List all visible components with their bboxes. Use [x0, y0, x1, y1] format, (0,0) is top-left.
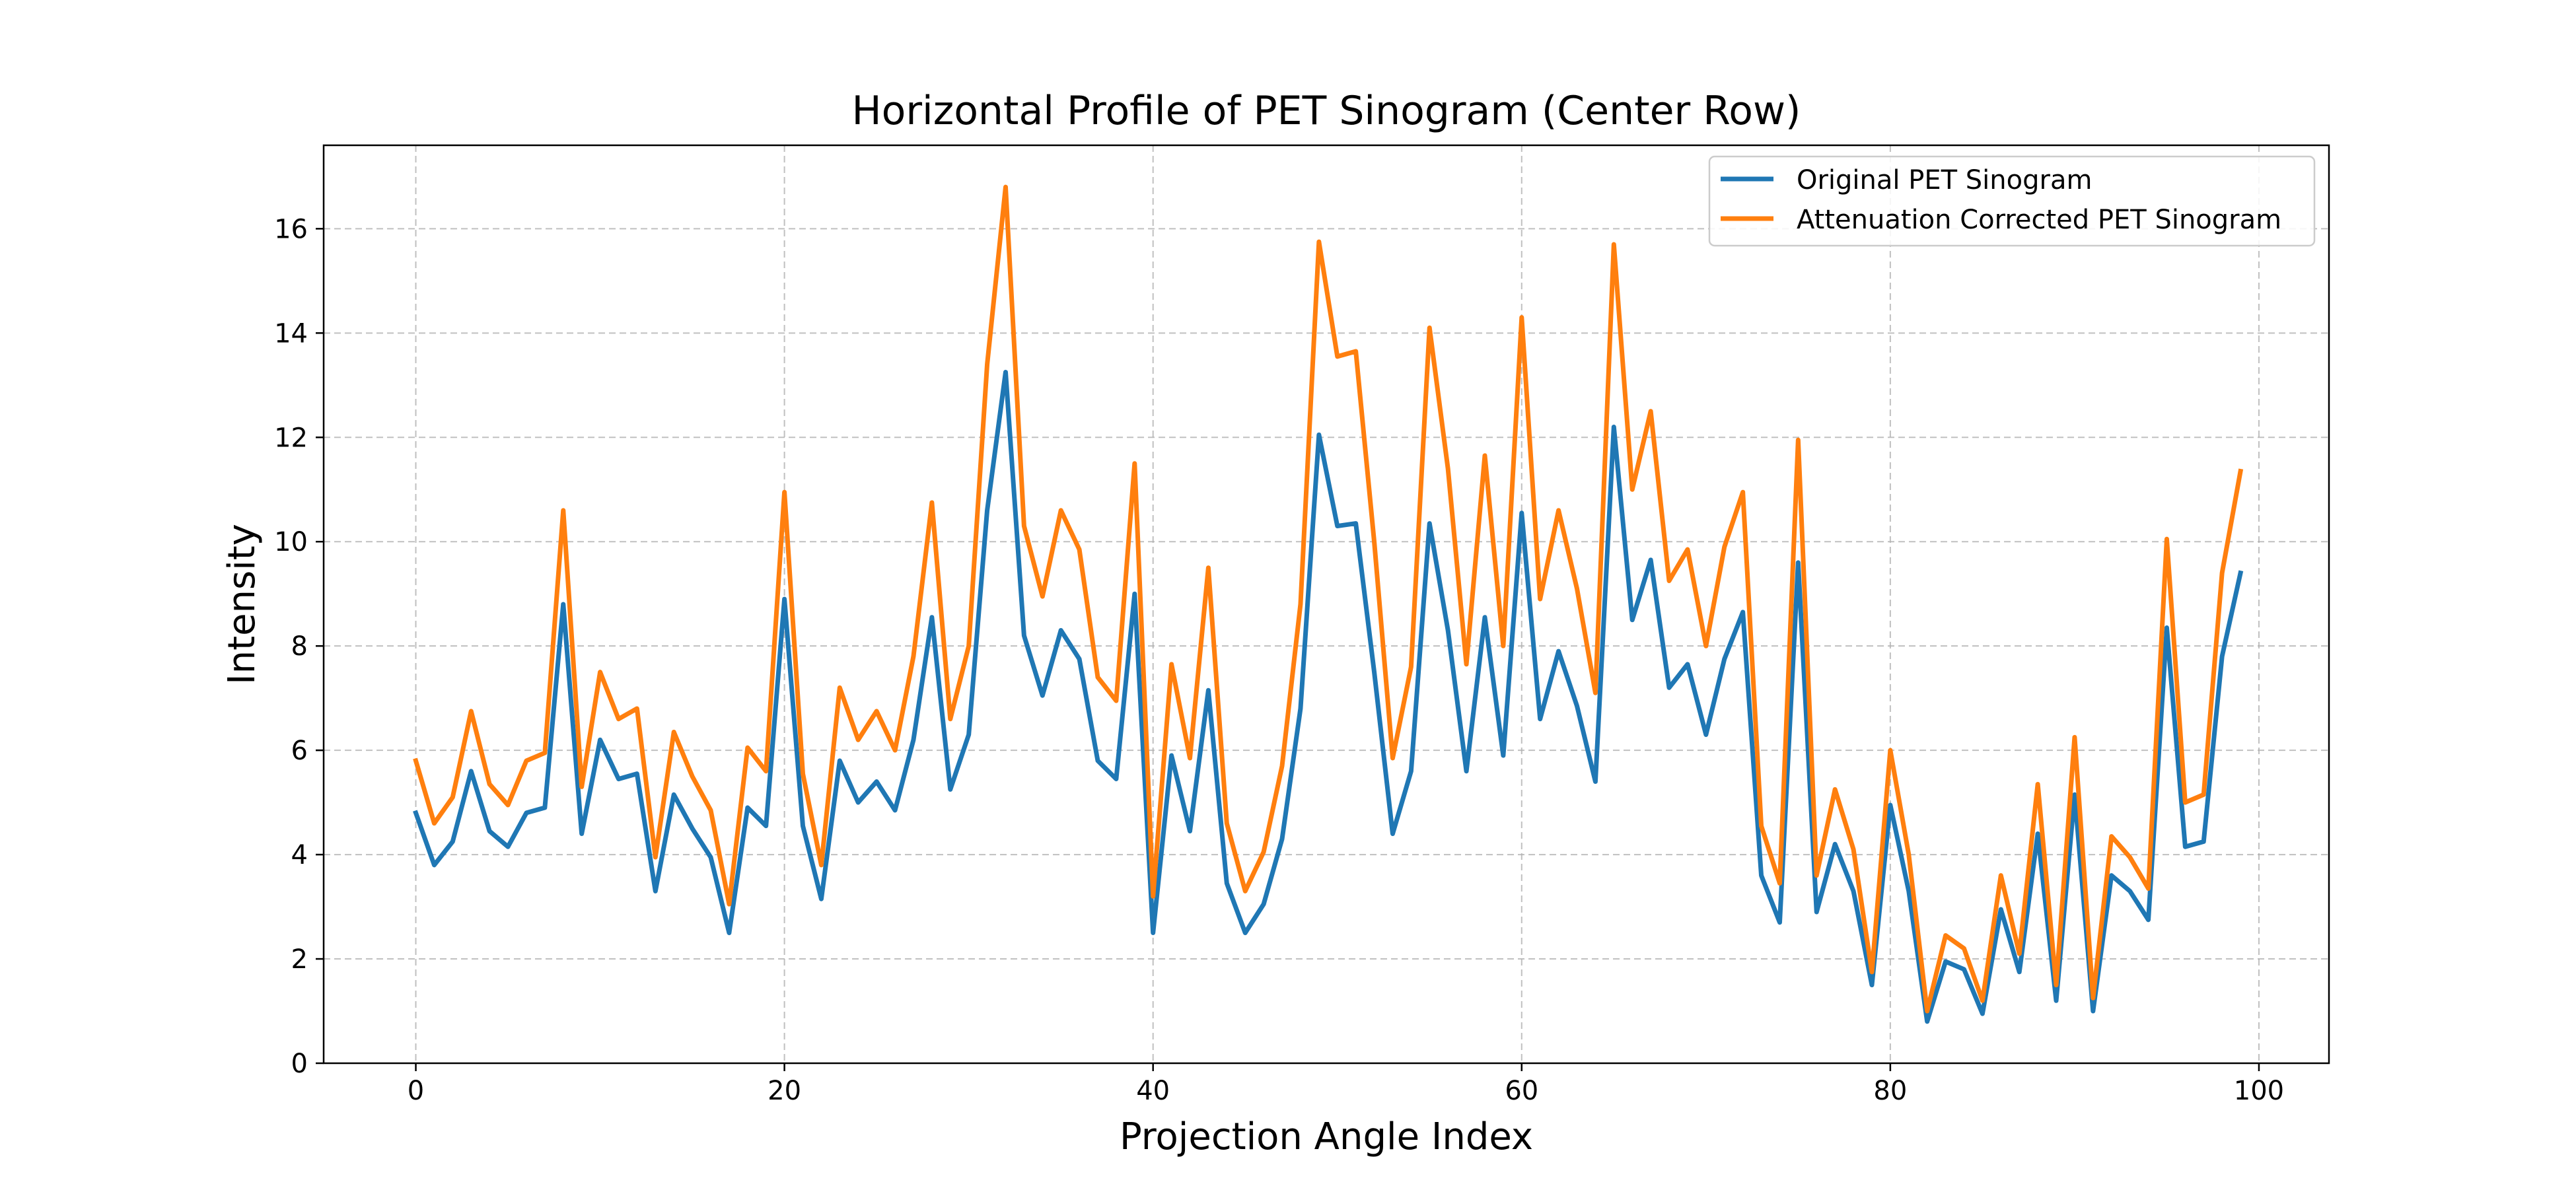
- plot-frame: [322, 144, 2330, 1065]
- y-tick-label: 16: [274, 214, 308, 244]
- series-line-original: [413, 370, 2244, 1024]
- x-tick-label: 60: [1505, 1076, 1538, 1106]
- legend-box: [1708, 155, 2316, 247]
- x-axis-label: Projection Angle Index: [1120, 1115, 1533, 1158]
- x-tick-label: 100: [2234, 1076, 2284, 1106]
- legend: Original PET Sinogram Attenuation Correc…: [1708, 155, 2316, 247]
- y-tick-label: 12: [274, 423, 308, 453]
- y-tick-label: 6: [291, 736, 308, 766]
- y-tick-label: 0: [291, 1049, 308, 1079]
- y-axis-label: Intensity: [221, 524, 264, 685]
- y-tick-label: 4: [291, 840, 308, 870]
- series-line-corrected: [413, 184, 2244, 1014]
- legend-label-original: Original PET Sinogram: [1797, 165, 2092, 195]
- x-tick-label: 0: [408, 1076, 424, 1106]
- legend-label-corrected: Attenuation Corrected PET Sinogram: [1797, 205, 2281, 235]
- y-tick-label: 8: [291, 631, 308, 662]
- x-tick-label: 20: [768, 1076, 801, 1106]
- y-tick-label: 14: [274, 318, 308, 349]
- gridlines: [324, 145, 2329, 1064]
- series-lines: [413, 184, 2244, 1024]
- x-tick-label: 40: [1136, 1076, 1170, 1106]
- y-tick-label: 2: [291, 944, 308, 975]
- chart-title: Horizontal Profile of PET Sinogram (Cent…: [852, 88, 1801, 134]
- y-tick-label: 10: [274, 527, 308, 557]
- axis-ticks: 0 20 40 60 80 100 0 2 4 6 8 10 12 14 16: [274, 214, 2284, 1106]
- x-tick-label: 80: [1873, 1076, 1907, 1106]
